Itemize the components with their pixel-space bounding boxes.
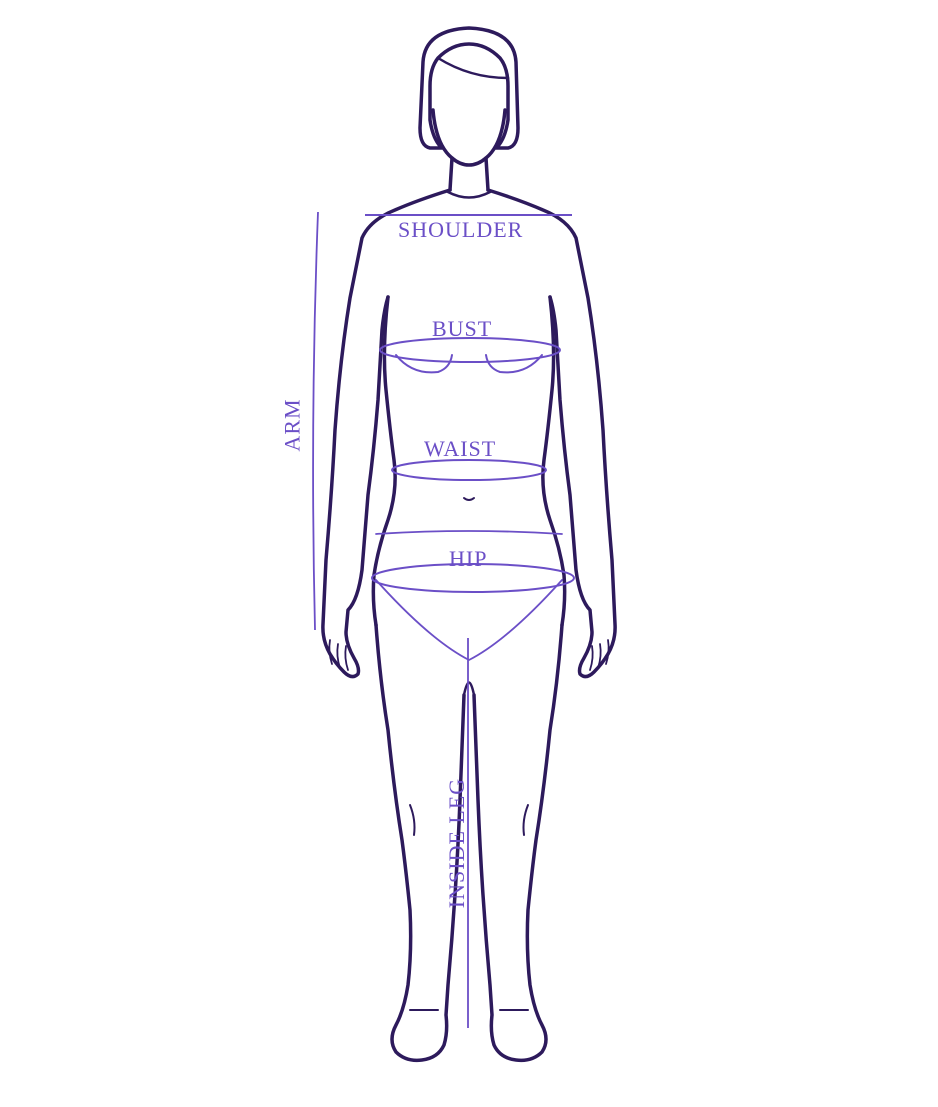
- waist-line: [392, 460, 546, 480]
- shoulder-label: SHOULDER: [398, 217, 523, 243]
- arm-label: ARM: [280, 398, 306, 451]
- waist-label: WAIST: [424, 436, 496, 462]
- measurement-diagram: SHOULDER BUST WAIST HIP ARM INSIDE LEG: [0, 0, 938, 1102]
- hip-label: HIP: [449, 546, 487, 572]
- arm-guide-line: [313, 212, 318, 630]
- inside-leg-label: INSIDE LEG: [444, 778, 470, 908]
- bust-label: BUST: [432, 316, 492, 342]
